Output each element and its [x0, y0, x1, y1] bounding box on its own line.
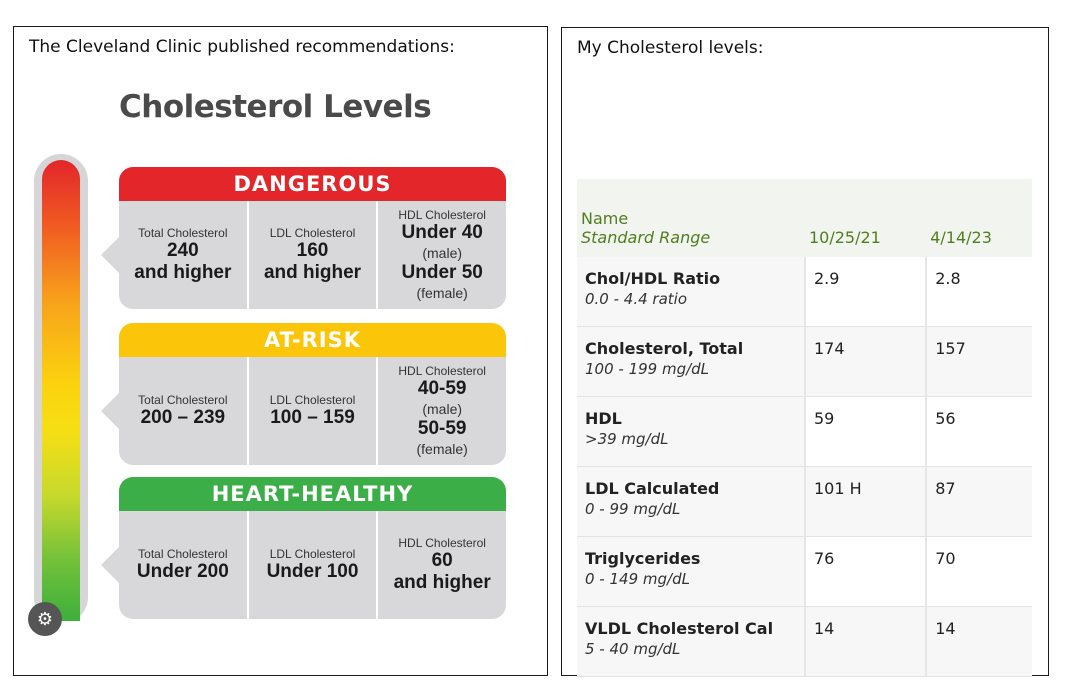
- test-range: 5 - 40 mg/dL: [585, 640, 681, 658]
- healthy-total-value: Under 200: [136, 561, 229, 582]
- table-header-row: Name Standard Range 10/25/21 4/14/23: [577, 179, 1032, 257]
- atrisk-ldl-value: 100 – 159: [270, 407, 355, 428]
- header-date-2: 4/14/23: [926, 179, 1032, 257]
- row-name-cell: LDL Calculated 0 - 99 mg/dL: [577, 466, 805, 537]
- table-row: Triglycerides 0 - 149 mg/dL 76 70: [577, 536, 1032, 607]
- test-range: 0 - 99 mg/dL: [585, 500, 681, 518]
- atrisk-hdl-male-note: (male): [422, 401, 463, 417]
- dangerous-ldl-qualifier: and higher: [263, 262, 362, 283]
- value-date-2: 14: [926, 606, 1032, 677]
- atrisk-ldl-cell: LDL Cholesterol 100 – 159: [246, 357, 377, 465]
- value-date-2: 2.8: [926, 257, 1032, 327]
- value-date-2: 157: [926, 326, 1032, 397]
- dangerous-total-cell: Total Cholesterol 240 and higher: [119, 201, 247, 309]
- healthy-total-label: Total Cholesterol: [138, 547, 228, 561]
- gear-icon: ⚙: [28, 602, 62, 636]
- row-name-cell: Triglycerides 0 - 149 mg/dL: [577, 536, 805, 607]
- dangerous-hdl-cell: HDL Cholesterol Under 40 (male) Under 50…: [376, 201, 506, 309]
- healthy-hdl-cell: HDL Cholesterol 60 and higher: [376, 511, 506, 619]
- atrisk-hdl-label: HDL Cholesterol: [398, 364, 486, 378]
- table-row: Cholesterol, Total 100 - 199 mg/dL 174 1…: [577, 326, 1032, 397]
- test-name: LDL Calculated: [585, 479, 720, 498]
- test-name: HDL: [585, 409, 622, 428]
- healthy-total-cell: Total Cholesterol Under 200: [119, 511, 247, 619]
- band-dangerous-body: Total Cholesterol 240 and higher LDL Cho…: [101, 201, 506, 309]
- test-range: 0 - 149 mg/dL: [585, 570, 690, 588]
- table-row: Chol/HDL Ratio 0.0 - 4.4 ratio 2.9 2.8: [577, 257, 1032, 327]
- header-name: Name: [581, 209, 629, 228]
- my-levels-caption: My Cholesterol levels:: [577, 38, 764, 58]
- value-date-2: 87: [926, 466, 1032, 537]
- dangerous-hdl-male-value: Under 40: [401, 222, 483, 243]
- recommendations-panel: The Cleveland Clinic published recommend…: [13, 26, 548, 676]
- recommendations-caption: The Cleveland Clinic published recommend…: [29, 37, 455, 57]
- healthy-hdl-value: 60: [431, 550, 453, 571]
- dangerous-total-value: 240: [166, 240, 199, 261]
- value-date-1: 174: [803, 326, 928, 397]
- band-at-risk-header: AT-RISK: [119, 323, 506, 357]
- band-dangerous: DANGEROUS Total Cholesterol 240 and high…: [101, 167, 506, 309]
- band-at-risk-body: Total Cholesterol 200 – 239 LDL Choleste…: [101, 357, 506, 465]
- table-row: LDL Calculated 0 - 99 mg/dL 101 H 87: [577, 466, 1032, 537]
- table-row: VLDL Cholesterol Cal 5 - 40 mg/dL 14 14: [577, 606, 1032, 677]
- healthy-ldl-value: Under 100: [266, 561, 359, 582]
- atrisk-hdl-female-note: (female): [416, 441, 468, 457]
- dangerous-total-label: Total Cholesterol: [138, 226, 228, 240]
- atrisk-total-cell: Total Cholesterol 200 – 239: [119, 357, 247, 465]
- healthy-ldl-label: LDL Cholesterol: [269, 547, 356, 561]
- band-heart-healthy-header: HEART-HEALTHY: [119, 477, 506, 511]
- my-levels-panel: My Cholesterol levels: Name Standard Ran…: [561, 27, 1049, 677]
- test-name: Chol/HDL Ratio: [585, 269, 721, 288]
- dangerous-ldl-label: LDL Cholesterol: [269, 226, 356, 240]
- healthy-hdl-qualifier: and higher: [393, 572, 491, 593]
- value-date-2: 70: [926, 536, 1032, 607]
- dangerous-hdl-female-note: (female): [416, 285, 468, 301]
- atrisk-hdl-female-value: 50-59: [417, 418, 467, 439]
- test-name: VLDL Cholesterol Cal: [585, 619, 774, 638]
- row-name-cell: HDL >39 mg/dL: [577, 396, 805, 467]
- atrisk-ldl-label: LDL Cholesterol: [269, 393, 356, 407]
- value-date-1: 14: [803, 606, 928, 677]
- value-date-1: 101 H: [803, 466, 928, 537]
- header-standard-range: Standard Range: [581, 228, 711, 247]
- value-date-1: 2.9: [803, 257, 928, 327]
- row-name-cell: VLDL Cholesterol Cal 5 - 40 mg/dL: [577, 606, 805, 677]
- row-name-cell: Cholesterol, Total 100 - 199 mg/dL: [577, 326, 805, 397]
- band-at-risk: AT-RISK Total Cholesterol 200 – 239 LDL …: [101, 323, 506, 465]
- row-name-cell: Chol/HDL Ratio 0.0 - 4.4 ratio: [577, 257, 805, 327]
- band-heart-healthy: HEART-HEALTHY Total Cholesterol Under 20…: [101, 477, 506, 619]
- dangerous-ldl-cell: LDL Cholesterol 160 and higher: [246, 201, 377, 309]
- test-name: Triglycerides: [585, 549, 701, 568]
- atrisk-total-value: 200 – 239: [140, 407, 226, 428]
- healthy-hdl-label: HDL Cholesterol: [398, 536, 486, 550]
- gauge-gradient-bar: [42, 160, 80, 625]
- table-row: HDL >39 mg/dL 59 56: [577, 396, 1032, 467]
- band-heart-healthy-body: Total Cholesterol Under 200 LDL Choleste…: [101, 511, 506, 619]
- dangerous-hdl-male-note: (male): [422, 245, 463, 261]
- value-date-1: 76: [803, 536, 928, 607]
- dangerous-hdl-label: HDL Cholesterol: [398, 208, 486, 222]
- healthy-ldl-cell: LDL Cholesterol Under 100: [246, 511, 377, 619]
- test-range: 100 - 199 mg/dL: [585, 360, 710, 378]
- atrisk-total-label: Total Cholesterol: [138, 393, 228, 407]
- test-name: Cholesterol, Total: [585, 339, 744, 358]
- atrisk-hdl-male-value: 40-59: [417, 378, 467, 399]
- test-range: 0.0 - 4.4 ratio: [585, 290, 688, 308]
- value-date-1: 59: [803, 396, 928, 467]
- atrisk-hdl-cell: HDL Cholesterol 40-59 (male) 50-59 (fema…: [376, 357, 506, 465]
- infographic-title: Cholesterol Levels: [119, 89, 432, 125]
- dangerous-total-qualifier: and higher: [134, 262, 232, 283]
- header-name-cell: Name Standard Range: [577, 179, 805, 257]
- results-table: Name Standard Range 10/25/21 4/14/23 Cho…: [577, 179, 1032, 677]
- band-dangerous-header: DANGEROUS: [119, 167, 506, 201]
- header-date-1: 10/25/21: [805, 179, 927, 257]
- dangerous-ldl-value: 160: [296, 240, 329, 261]
- test-range: >39 mg/dL: [585, 430, 669, 448]
- dangerous-hdl-female-value: Under 50: [401, 262, 483, 283]
- value-date-2: 56: [926, 396, 1032, 467]
